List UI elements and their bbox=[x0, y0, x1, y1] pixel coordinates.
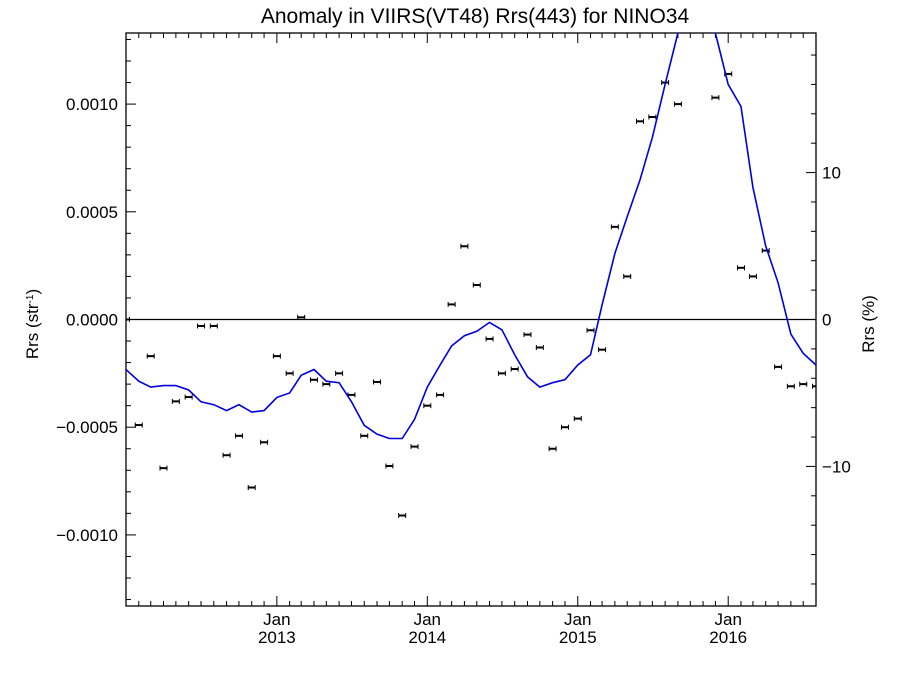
data-point bbox=[497, 370, 506, 376]
data-point bbox=[335, 370, 344, 376]
y-tick-label-left: −0.0005 bbox=[56, 418, 118, 437]
data-point bbox=[573, 416, 582, 422]
data-point bbox=[598, 347, 607, 353]
y-axis-label-left: Rrs (str-1) bbox=[23, 289, 42, 359]
data-point bbox=[159, 465, 168, 471]
data-point bbox=[247, 485, 256, 491]
data-point bbox=[711, 95, 720, 101]
data-layer bbox=[126, 33, 816, 519]
x-tick-label-year: 2014 bbox=[408, 628, 446, 647]
data-point bbox=[222, 452, 231, 458]
y-tick-label-left: 0.0010 bbox=[66, 95, 118, 114]
data-point bbox=[171, 398, 180, 404]
y-tick-label-left: 0.0000 bbox=[66, 311, 118, 330]
data-point bbox=[586, 327, 595, 333]
data-point bbox=[472, 282, 481, 288]
data-point bbox=[209, 323, 218, 329]
y-tick-label-right: 10 bbox=[822, 164, 841, 183]
data-point bbox=[774, 364, 783, 370]
data-point bbox=[184, 394, 193, 400]
data-point bbox=[748, 273, 757, 279]
data-point bbox=[436, 392, 445, 398]
data-point bbox=[134, 422, 143, 428]
data-point bbox=[485, 336, 494, 342]
data-point bbox=[648, 114, 657, 120]
data-point bbox=[523, 332, 532, 338]
data-point bbox=[297, 314, 306, 320]
data-point bbox=[673, 101, 682, 107]
x-tick-label-month: Jan bbox=[414, 610, 441, 629]
data-point bbox=[460, 243, 469, 249]
data-point bbox=[812, 383, 816, 389]
data-point bbox=[234, 433, 243, 439]
data-point bbox=[272, 353, 281, 359]
data-point bbox=[635, 118, 644, 124]
x-tick-label-year: 2015 bbox=[559, 628, 597, 647]
data-point bbox=[510, 366, 519, 372]
data-point bbox=[560, 424, 569, 430]
data-point bbox=[736, 265, 745, 271]
y-tick-label-left: −0.0010 bbox=[56, 526, 118, 545]
series-line bbox=[126, 33, 816, 440]
data-point bbox=[535, 345, 544, 351]
y-axis-label-right: Rrs (%) bbox=[859, 295, 878, 353]
data-point bbox=[385, 463, 394, 469]
data-point bbox=[260, 439, 269, 445]
data-point bbox=[623, 273, 632, 279]
data-point bbox=[197, 323, 206, 329]
y-tick-label-left: 0.0005 bbox=[66, 203, 118, 222]
x-tick-label-month: Jan bbox=[714, 610, 741, 629]
x-tick-label-month: Jan bbox=[564, 610, 591, 629]
x-tick-label-year: 2016 bbox=[709, 628, 747, 647]
data-point bbox=[423, 403, 432, 409]
data-point bbox=[360, 433, 369, 439]
data-point bbox=[799, 381, 808, 387]
y-tick-label-right: 0 bbox=[822, 311, 831, 330]
x-tick-label-year: 2013 bbox=[258, 628, 296, 647]
data-point bbox=[285, 370, 294, 376]
data-point bbox=[410, 444, 419, 450]
data-point bbox=[373, 379, 382, 385]
data-point bbox=[548, 446, 557, 452]
data-point bbox=[447, 301, 456, 307]
data-point bbox=[610, 224, 619, 230]
data-point bbox=[322, 381, 331, 387]
data-point bbox=[126, 317, 130, 322]
data-point bbox=[146, 353, 155, 359]
x-tick-label-month: Jan bbox=[263, 610, 290, 629]
plot-area: 0.0010 0.0005 0.0000 −0.0005 −0.0010 10 0 −10 Ja… bbox=[56, 32, 851, 647]
data-point bbox=[398, 513, 407, 519]
chart-title: Anomaly in VIIRS(VT48) Rrs(443) for NINO… bbox=[261, 5, 690, 28]
data-point bbox=[786, 383, 795, 389]
data-point bbox=[309, 377, 318, 383]
y-tick-label-right: −10 bbox=[822, 457, 851, 476]
